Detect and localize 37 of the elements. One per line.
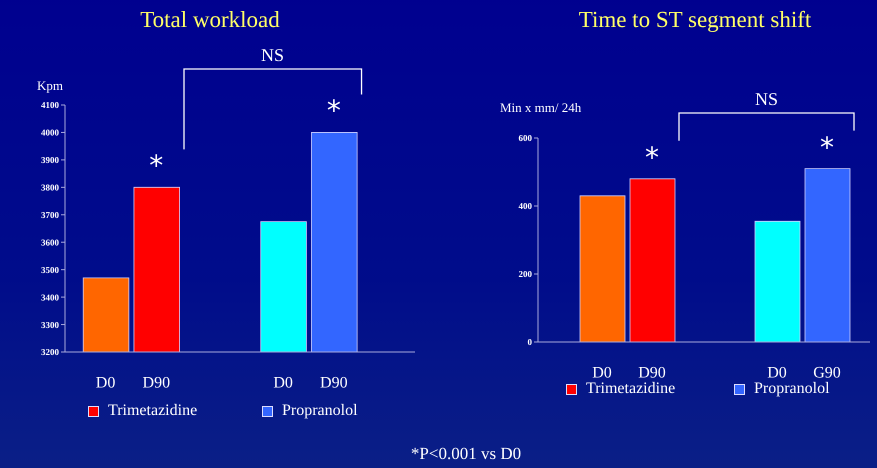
y-tick-label: 3500 (41, 264, 60, 275)
y-tick-label: 3200 (41, 347, 60, 358)
chart-title: Time to ST segment shift (578, 6, 812, 34)
y-tick-label: 600 (518, 133, 532, 144)
y-tick-label: 3600 (41, 237, 60, 248)
y-tick-label: 3700 (41, 210, 60, 220)
x-tick-label: D90 (638, 364, 666, 382)
y-tick-label: 3300 (41, 320, 60, 330)
x-tick-label: G90 (813, 364, 841, 382)
x-tick-label: D90 (320, 374, 348, 392)
y-tick-label: 3400 (41, 292, 60, 302)
annotation: * (644, 140, 660, 174)
y-tick-label: 3800 (41, 182, 60, 193)
legend-label: Propranolol (754, 380, 830, 398)
y-tick-label: 0 (528, 337, 532, 348)
y-axis-title: Kpm (37, 78, 63, 94)
legend-label: Trimetazidine (586, 380, 676, 398)
annotation: * (819, 130, 835, 164)
y-axis-title: Min x mm/ 24h (500, 100, 582, 116)
x-tick-label: D0 (767, 364, 787, 382)
y-tick-label: 400 (518, 201, 532, 212)
x-tick-label: D0 (592, 364, 612, 382)
y-tick-label: 4000 (41, 128, 60, 138)
text: NS (754, 89, 779, 110)
legend-label: Propranolol (282, 402, 358, 420)
annotation: * (326, 94, 342, 128)
annotation: * (148, 149, 164, 182)
chart-title: Total workload (139, 6, 281, 34)
text: NS (260, 45, 286, 66)
text: *P<0.001 vs D0 (410, 444, 522, 464)
y-tick-label: 3900 (41, 155, 60, 166)
y-tick-label: 200 (518, 269, 532, 280)
x-tick-label: D90 (142, 374, 170, 392)
legend-label: Trimetazidine (108, 402, 198, 420)
x-tick-label: D0 (273, 374, 293, 392)
x-tick-label: D0 (96, 374, 116, 392)
y-tick-label: 4100 (41, 100, 60, 110)
